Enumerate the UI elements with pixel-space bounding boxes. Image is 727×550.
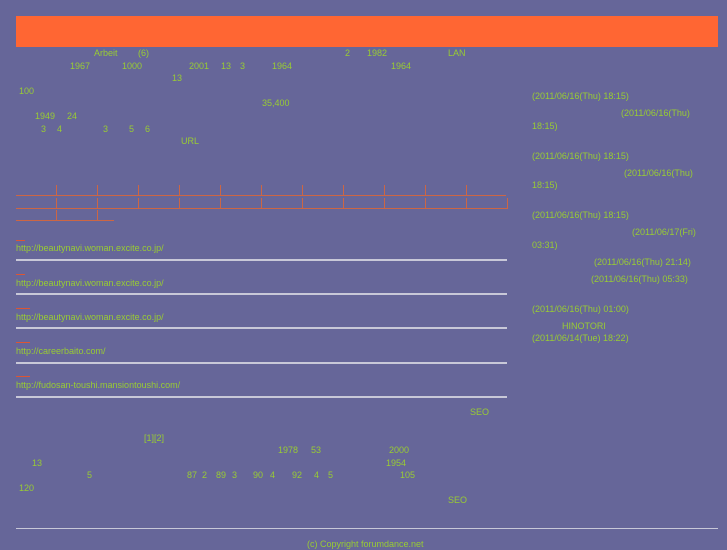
link-url[interactable]: http://careerbaito.com/ — [16, 346, 106, 356]
text: 1978 — [278, 445, 299, 455]
post-date[interactable]: (2011/06/16(Thu) 18:15) — [532, 210, 629, 220]
text: (6) — [138, 48, 149, 58]
text: 89 — [216, 470, 227, 480]
post-date[interactable]: (2011/06/16(Thu) 18:15) — [532, 91, 629, 101]
text: 3 — [41, 124, 47, 134]
text: 1000 — [122, 61, 143, 71]
text: 2 — [345, 48, 351, 58]
text: 100 — [19, 86, 35, 96]
post-date[interactable]: (2011/06/16(Thu) 01:00) — [532, 304, 629, 314]
pagination[interactable]: [1][2] — [144, 433, 165, 443]
text: 4 — [57, 124, 63, 134]
post-date[interactable]: (2011/06/16(Thu) — [624, 168, 693, 178]
text: 120 — [19, 483, 35, 493]
author: HINOTORI — [562, 321, 606, 331]
text: 5 — [87, 470, 93, 480]
text: 5 — [129, 124, 135, 134]
url-label: URL — [181, 136, 200, 146]
post-date[interactable]: (2011/06/16(Thu) 18:15) — [532, 151, 629, 161]
text: 2000 — [389, 445, 410, 455]
post-date[interactable]: (2011/06/16(Thu) — [621, 108, 690, 118]
post-date[interactable]: (2011/06/16(Thu) 21:14) — [594, 257, 691, 267]
text: 90 — [253, 470, 264, 480]
text: 13 — [32, 458, 43, 468]
text: 2 — [202, 470, 208, 480]
text: LAN — [448, 48, 466, 58]
text: 3 — [240, 61, 246, 71]
text: 53 — [311, 445, 322, 455]
text: 35,400 — [262, 98, 290, 108]
text: SEO — [470, 407, 490, 417]
nav-links-row[interactable] — [16, 210, 114, 221]
text: 92 — [292, 470, 303, 480]
link-url[interactable]: http://beautynavi.woman.excite.co.jp/ — [16, 278, 164, 288]
post-date[interactable]: (2011/06/17(Fri) — [632, 227, 696, 237]
text: 105 — [400, 470, 416, 480]
post-date[interactable]: 18:15) — [532, 121, 558, 131]
text: 1964 — [272, 61, 293, 71]
text: SEO — [448, 495, 468, 505]
text: 5 — [328, 470, 334, 480]
text: 3 — [232, 470, 238, 480]
link-url[interactable]: http://beautynavi.woman.excite.co.jp/ — [16, 243, 164, 253]
nav-links-row[interactable] — [16, 185, 506, 196]
post-date[interactable]: 18:15) — [532, 180, 558, 190]
post-date[interactable]: 03:31) — [532, 240, 558, 250]
post-date[interactable]: (2011/06/14(Tue) 18:22) — [532, 333, 629, 343]
text: 13 — [221, 61, 232, 71]
text: 4 — [314, 470, 320, 480]
text: 6 — [145, 124, 151, 134]
header-banner — [16, 16, 718, 47]
text: 13 — [172, 73, 183, 83]
text: 1964 — [391, 61, 412, 71]
text: 87 — [187, 470, 198, 480]
text: Arbeit — [94, 48, 118, 58]
text: 1982 — [367, 48, 388, 58]
text: 2001 — [189, 61, 210, 71]
text: 1949 — [35, 111, 56, 121]
text: 3 — [103, 124, 109, 134]
post-date[interactable]: (2011/06/16(Thu) 05:33) — [591, 274, 688, 284]
link-url[interactable]: http://beautynavi.woman.excite.co.jp/ — [16, 312, 164, 322]
text: 4 — [270, 470, 276, 480]
nav-links-row[interactable] — [16, 198, 508, 209]
link-url[interactable]: http://fudosan-toushi.mansiontoushi.com/ — [16, 380, 181, 390]
footer-divider — [16, 528, 718, 529]
text: 1954 — [386, 458, 407, 468]
text: 1967 — [70, 61, 91, 71]
copyright: (c) Copyright forumdance.net — [307, 539, 424, 549]
text: 24 — [67, 111, 78, 121]
